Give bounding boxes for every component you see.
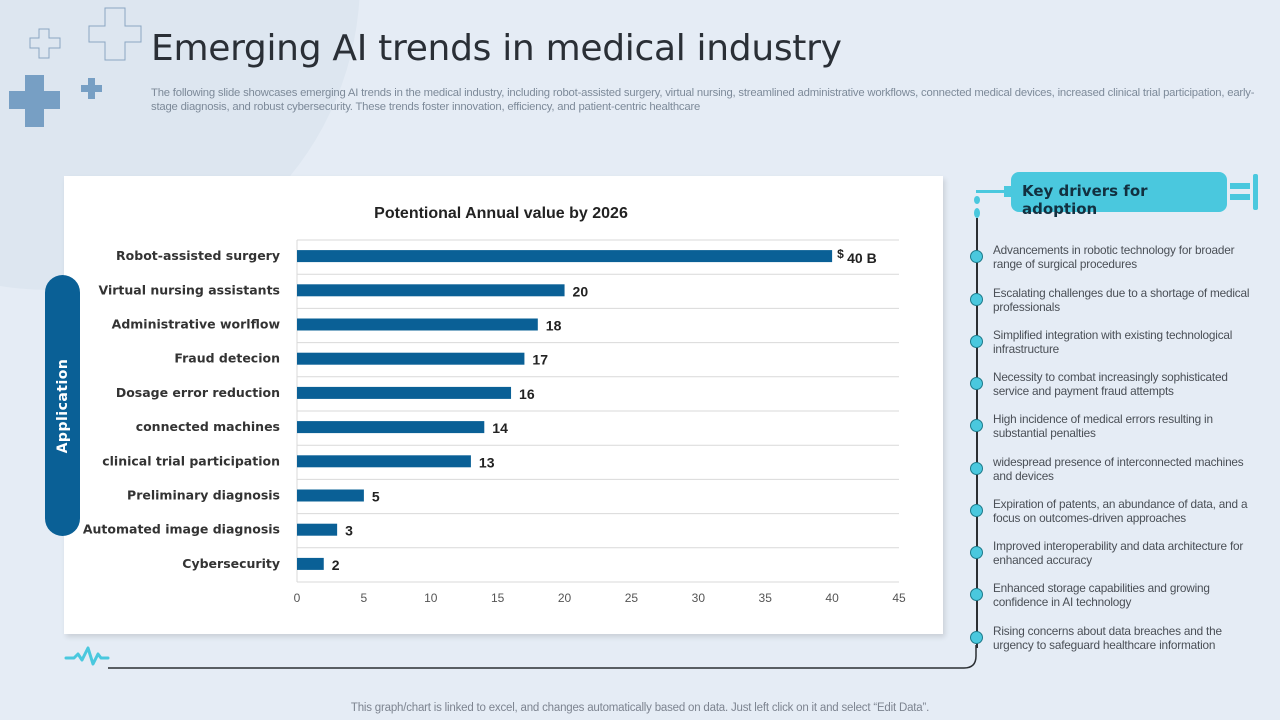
bar <box>297 352 525 365</box>
timeline-dot-icon <box>970 250 983 263</box>
bar <box>297 421 485 434</box>
x-tick-label: 25 <box>625 591 639 605</box>
data-label: 40 B <box>847 250 877 266</box>
page-subtitle: The following slide showcases emerging A… <box>151 87 1255 113</box>
bar-chart[interactable]: Potentional Annual value by 2026 Robot-a… <box>64 176 943 634</box>
cross-outline-small-icon <box>29 28 61 59</box>
footer-note: This graph/chart is linked to excel, and… <box>350 702 930 714</box>
x-tick-label: 45 <box>892 591 906 605</box>
category-label: Administrative worlflow <box>112 317 281 332</box>
x-tick-label: 40 <box>825 591 839 605</box>
chart-title: Potentional Annual value by 2026 <box>374 205 628 222</box>
category-label: Virtual nursing assistants <box>98 282 280 297</box>
category-label: clinical trial participation <box>102 453 280 468</box>
bar <box>297 318 538 331</box>
cross-solid-small-icon <box>81 78 102 99</box>
bar <box>297 250 833 263</box>
x-tick-label: 30 <box>692 591 706 605</box>
data-label: 2 <box>332 557 340 573</box>
timeline-dot-icon <box>970 462 983 475</box>
data-label: 17 <box>532 352 548 368</box>
data-label: 14 <box>492 420 508 436</box>
heartbeat-connector <box>64 645 977 669</box>
data-label: 3 <box>345 523 353 539</box>
category-label: Robot-assisted surgery <box>116 248 280 263</box>
driver-text: Escalating challenges due to a shortage … <box>993 286 1250 314</box>
data-label: 20 <box>573 283 589 299</box>
connector-line <box>108 645 977 669</box>
x-axis-ticks: 0 5 10 15 20 25 30 35 40 45 <box>294 591 906 605</box>
bar <box>297 386 512 399</box>
x-tick-label: 35 <box>759 591 773 605</box>
x-tick-label: 20 <box>558 591 572 605</box>
gridlines <box>296 239 899 583</box>
cross-solid-large-icon <box>9 75 60 127</box>
bar <box>297 489 364 502</box>
timeline-dot-icon <box>970 293 983 306</box>
x-tick-label: 10 <box>424 591 438 605</box>
data-label: 18 <box>546 318 562 334</box>
driver-text: Expiration of patents, an abundance of d… <box>993 497 1248 525</box>
category-label: Dosage error reduction <box>116 385 280 400</box>
bar <box>297 455 471 468</box>
timeline-line <box>976 218 978 648</box>
category-labels: Robot-assisted surgery $40 B Virtual nursi… <box>83 247 877 573</box>
bar <box>297 284 565 297</box>
driver-text: Rising concerns about data breaches and … <box>993 624 1222 652</box>
category-label: Cybersecurity <box>182 556 280 571</box>
category-label: connected machines <box>136 419 280 434</box>
driver-text: Simplified integration with existing tec… <box>993 328 1233 356</box>
bar <box>297 557 324 570</box>
driver-text: Necessity to combat increasingly sophist… <box>993 370 1228 398</box>
timeline-dot-icon <box>970 631 983 644</box>
application-label: Application <box>54 358 71 453</box>
page-title: Emerging AI trends in medical industry <box>151 28 842 69</box>
category-label: Fraud detecion <box>174 351 280 366</box>
data-label: 13 <box>479 454 495 470</box>
timeline-dot-icon <box>970 588 983 601</box>
bars <box>297 250 833 570</box>
timeline-dot-icon <box>970 419 983 432</box>
heartbeat-icon <box>64 646 110 666</box>
timeline-dot-icon <box>970 546 983 559</box>
category-label: Automated image diagnosis <box>83 522 280 537</box>
currency-prefix: $ <box>837 247 844 261</box>
data-label: 16 <box>519 386 535 402</box>
application-pill: Application <box>45 275 80 536</box>
category-label: Preliminary diagnosis <box>127 488 280 503</box>
driver-text: Enhanced storage capabilities and growin… <box>993 581 1210 609</box>
bar <box>297 523 338 536</box>
driver-text: High incidence of medical errors resulti… <box>993 412 1213 440</box>
syringe-graphic <box>974 174 1258 218</box>
x-tick-label: 0 <box>294 591 301 605</box>
driver-text: Improved interoperability and data archi… <box>993 539 1244 567</box>
key-drivers-title: Key drivers for adoption <box>1022 182 1148 218</box>
x-tick-label: 5 <box>361 591 368 605</box>
timeline-dot-icon <box>970 335 983 348</box>
timeline-dot-icon <box>970 377 983 390</box>
cross-outline-large-icon <box>88 7 142 61</box>
driver-text: Advancements in robotic technology for b… <box>993 243 1235 271</box>
data-label: 5 <box>372 489 380 505</box>
x-tick-label: 15 <box>491 591 505 605</box>
timeline-dot-icon <box>970 504 983 517</box>
key-drivers-header: Key drivers for adoption <box>1011 172 1227 218</box>
driver-text: widespread presence of interconnected ma… <box>993 455 1244 483</box>
